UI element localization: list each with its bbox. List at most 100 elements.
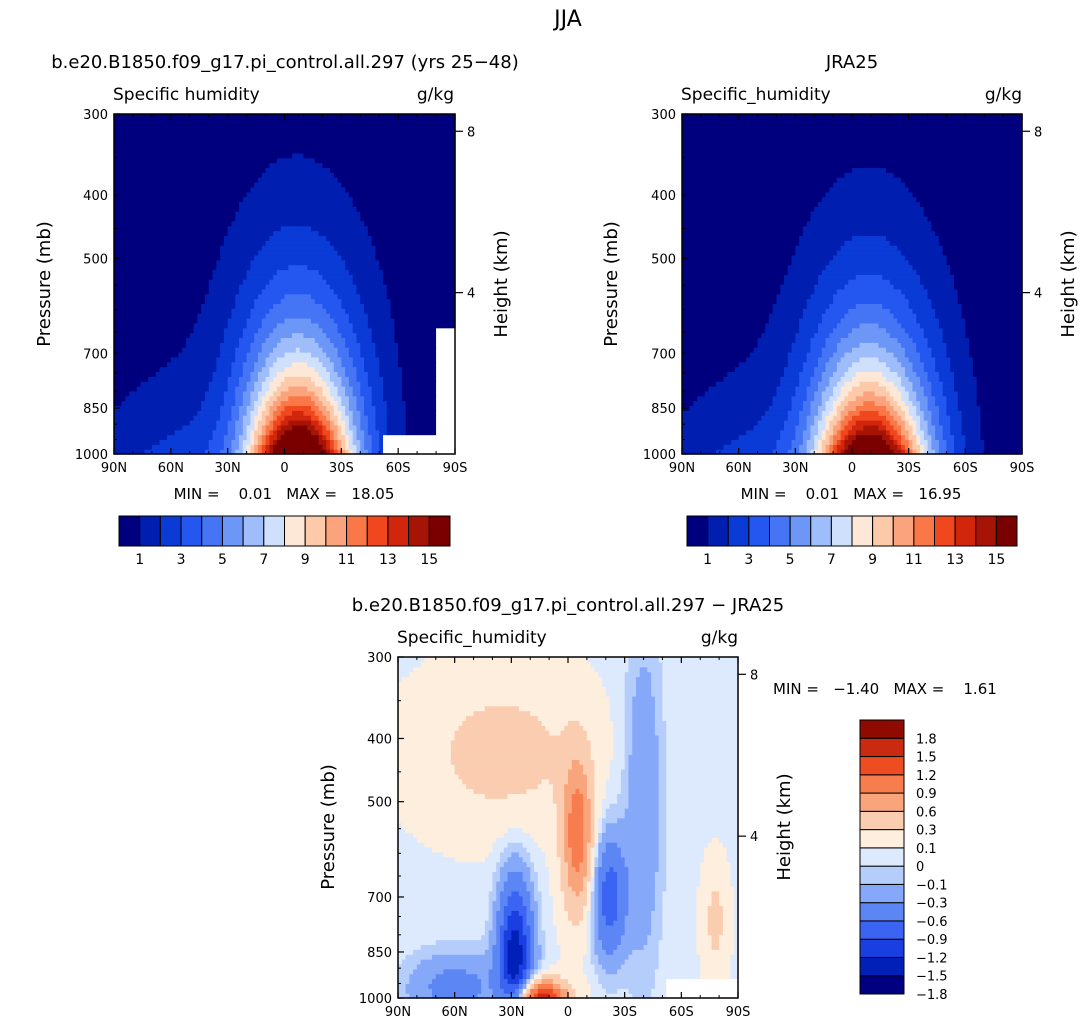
contour-cell: [197, 313, 233, 319]
contour-cell: [333, 395, 342, 402]
contour-cell: [500, 871, 509, 877]
contour-cell: [814, 371, 823, 377]
contour-cell: [954, 376, 978, 382]
contour-cell: [552, 978, 569, 984]
contour-cell: [318, 434, 323, 441]
contour-cell: [954, 444, 966, 450]
contour-cell: [246, 429, 251, 436]
contour-cell: [617, 968, 656, 975]
contour-cell: [901, 390, 910, 397]
contour-cell: [938, 444, 948, 450]
contour-cell: [250, 259, 346, 266]
contour-cell: [682, 449, 717, 455]
contour-cell: [265, 337, 282, 343]
contour-cell: [682, 269, 789, 275]
contour-cell: [303, 152, 456, 159]
contour-cell: [818, 327, 834, 334]
contour-cell: [806, 298, 834, 305]
contour-cell: [114, 138, 456, 144]
contour-cell: [114, 439, 161, 445]
contour-cell: [897, 371, 906, 377]
contour-cell: [398, 881, 494, 887]
contour-cell: [666, 993, 739, 999]
contour-cell: [829, 444, 834, 450]
contour-cell: [216, 264, 251, 271]
contour-cell: [908, 303, 932, 309]
contour-cell: [957, 405, 982, 411]
contour-cell: [322, 361, 335, 368]
contour-cell: [594, 788, 607, 794]
contour-cell: [840, 376, 853, 382]
contour-cell: [231, 444, 240, 450]
contour-cell: [791, 259, 830, 266]
contour-cell: [620, 769, 630, 775]
contour-cell: [814, 415, 823, 421]
contour-cell: [682, 371, 728, 377]
contour-cell: [500, 954, 505, 960]
contour-cell: [280, 424, 293, 431]
contour-cell: [666, 744, 739, 751]
contour-cell: [265, 313, 331, 319]
contour-cell: [901, 415, 906, 421]
contour-cell: [284, 366, 316, 373]
contour-cell: [821, 444, 827, 450]
contour-cell: [931, 303, 963, 309]
contour-cell: [541, 905, 554, 911]
contour-cell: [450, 744, 592, 751]
contour-cell: [810, 405, 819, 411]
contour-cell: [920, 201, 1023, 207]
contour-cell: [806, 420, 815, 426]
contour-cell: [946, 395, 959, 402]
contour-cell: [840, 386, 853, 392]
contour-cell: [564, 900, 588, 907]
contour-cell: [893, 284, 925, 290]
contour-cell: [833, 449, 838, 455]
contour-cell: [605, 778, 622, 785]
contour-cell: [651, 681, 664, 687]
contour-cell: [114, 420, 191, 426]
contour-cell: [398, 666, 414, 673]
contour-cell: [114, 284, 210, 290]
contour-cell: [617, 871, 630, 877]
contour-cell: [598, 934, 622, 941]
contour-cell: [329, 439, 335, 445]
contour-cell: [503, 963, 509, 970]
contour-cell: [450, 739, 592, 746]
contour-cell: [507, 895, 524, 902]
contour-cell: [367, 424, 377, 431]
contour-cell: [269, 381, 282, 387]
contour-cell: [337, 322, 354, 329]
contour-cell: [848, 434, 857, 441]
contour-cell: [235, 352, 248, 358]
contour-cell: [333, 420, 339, 426]
contour-cell: [719, 939, 735, 946]
contour-cell: [969, 337, 1023, 343]
contour-cell: [682, 395, 698, 402]
contour-cell: [624, 920, 652, 926]
contour-cell: [594, 924, 599, 931]
contour-cell: [628, 866, 660, 872]
contour-cell: [242, 390, 251, 397]
contour-cell: [379, 259, 456, 266]
contour-cell: [348, 400, 358, 407]
contour-cell: [364, 361, 380, 368]
contour-cell: [383, 434, 456, 441]
contour-cell: [522, 827, 558, 833]
contour-cell: [526, 968, 531, 975]
contour-cell: [360, 449, 369, 455]
y2-tick-label: 4: [1034, 287, 1042, 302]
contour-cell: [602, 803, 611, 809]
contour-cell: [583, 856, 588, 863]
contour-cell: [632, 749, 660, 756]
contour-cell: [696, 934, 713, 941]
contour-cell: [632, 739, 660, 746]
contour-cell: [961, 303, 1023, 309]
contour-cell: [269, 308, 327, 314]
contour-cell: [500, 905, 505, 911]
contour-cell: [560, 871, 569, 877]
contour-cell: [511, 934, 520, 941]
contour-cell: [462, 720, 543, 726]
contour-cell: [254, 303, 274, 309]
contour-cell: [594, 803, 603, 809]
model-y2-axis-label: Height (km): [491, 230, 512, 337]
